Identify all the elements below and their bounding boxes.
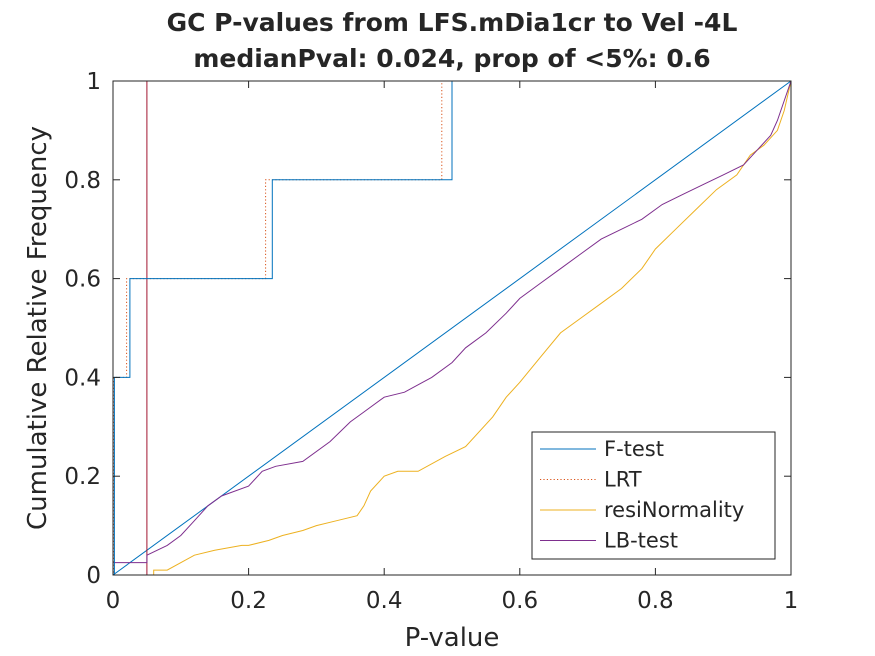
x-tick-label: 0.2: [230, 588, 267, 614]
y-tick-label: 0: [86, 563, 101, 589]
series-line-lb-test: [113, 80, 792, 564]
x-tick-label: 1: [784, 588, 799, 614]
chart-title: GC P-values from LFS.mDia1cr to Vel -4L: [167, 8, 738, 37]
reference-diagonal: [112, 80, 792, 576]
x-tick-label: 0: [106, 588, 121, 614]
legend-label-lrt: LRT: [604, 468, 642, 492]
series-line-resinormality: [153, 80, 792, 575]
axis-ticks: 0 0.2 0.4 0.6 0.8 1 0 0.2 0.4 0.6 0.8 1: [64, 69, 798, 614]
legend-label-f-test: F-test: [604, 437, 664, 461]
y-tick-label: 0.4: [64, 365, 101, 391]
x-tick-label: 0.4: [366, 588, 403, 614]
legend: F-test LRT resiNormality LB-test: [531, 431, 776, 560]
y-tick-label: 0.6: [64, 267, 101, 293]
x-tick-label: 0.8: [637, 588, 674, 614]
legend-box: [531, 431, 776, 560]
x-axis-label: P-value: [405, 623, 500, 653]
legend-label-lb-test: LB-test: [604, 529, 678, 553]
y-tick-label: 0.2: [64, 464, 101, 490]
y-axis-label: Cumulative Relative Frequency: [23, 126, 53, 530]
x-tick-label: 0.6: [502, 588, 539, 614]
legend-label-resinormality: resiNormality: [604, 498, 744, 522]
axes-box: [112, 80, 792, 576]
chart-subtitle: medianPval: 0.024, prop of <5%: 0.6: [193, 44, 710, 73]
y-tick-label: 0.8: [64, 168, 101, 194]
y-tick-label: 1: [86, 69, 101, 95]
